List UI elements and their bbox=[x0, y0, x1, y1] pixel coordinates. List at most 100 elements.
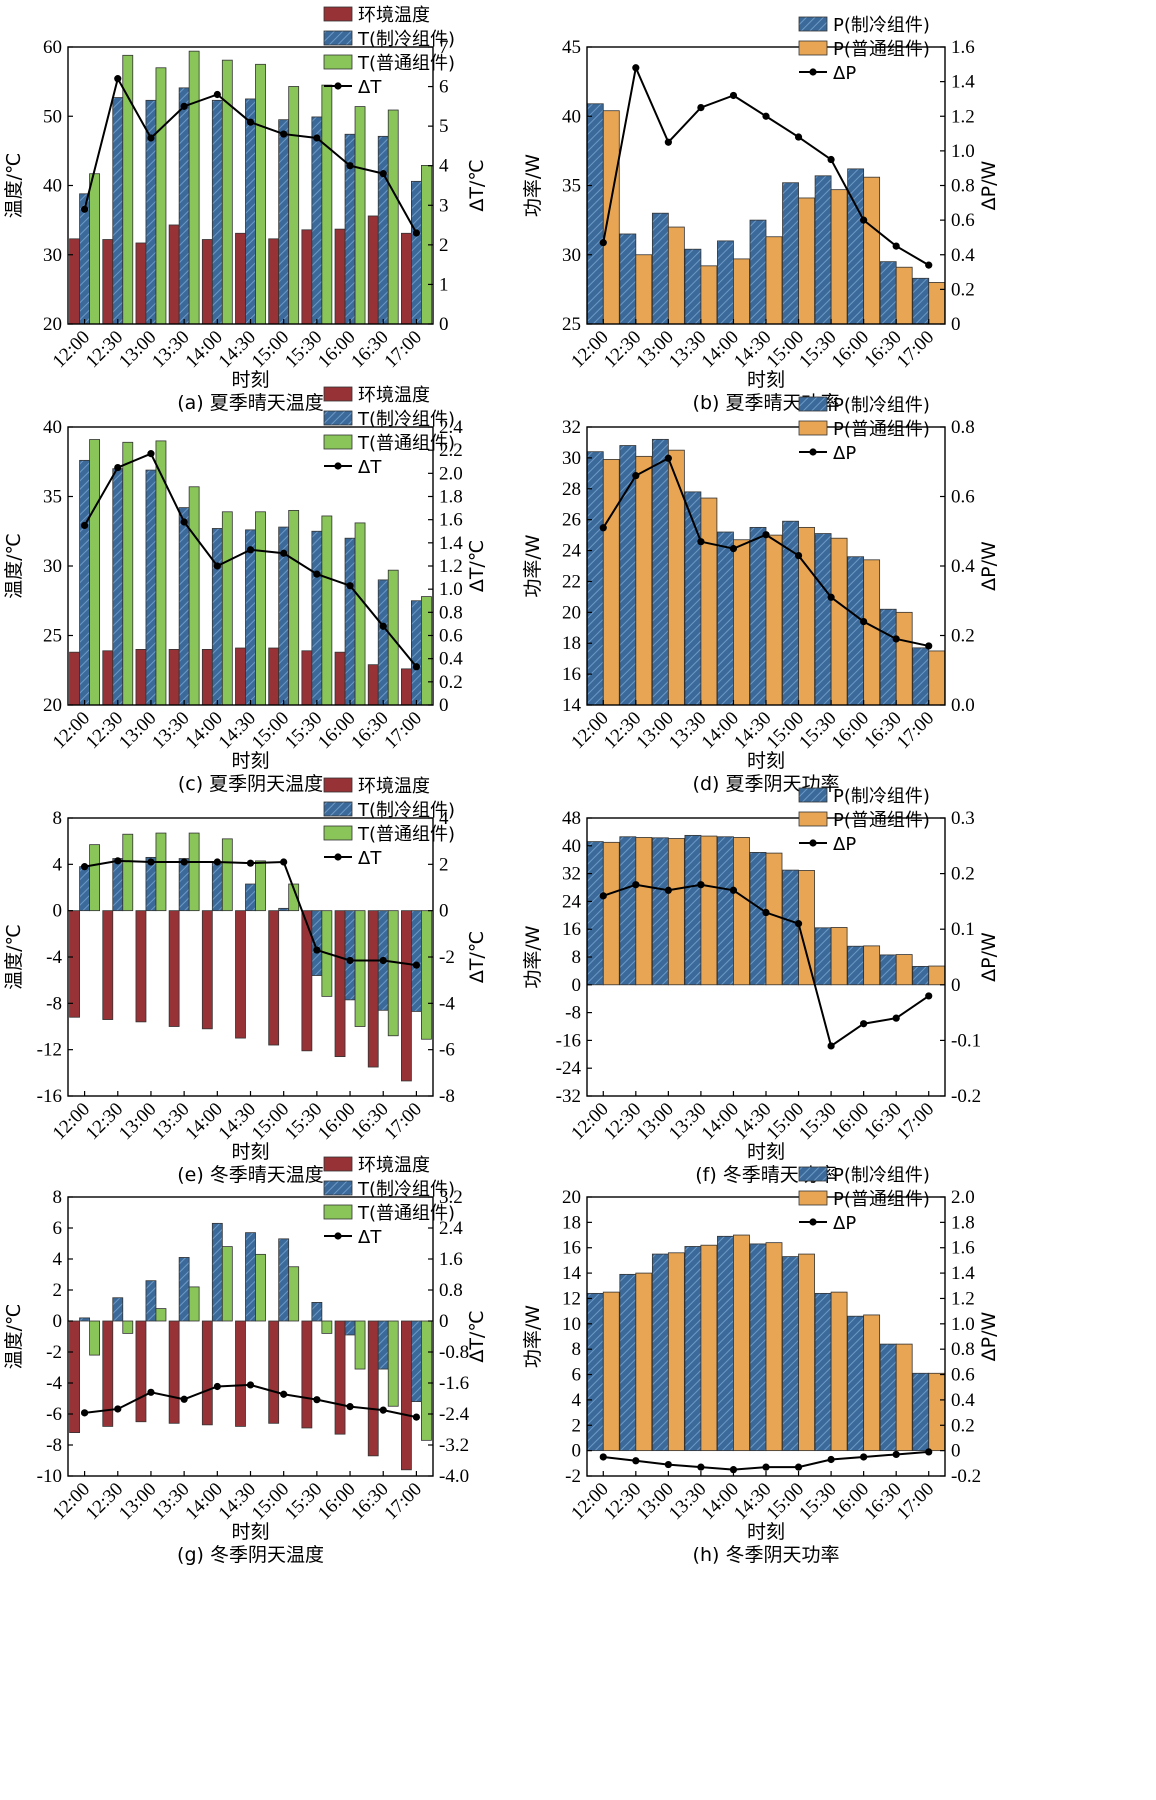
y2tick-label-h-0: -0.2 bbox=[951, 1466, 981, 1487]
bar-b-s1-9 bbox=[895, 266, 913, 325]
ytick-label-a-1: 30 bbox=[43, 245, 62, 266]
y2tick-label-h-7: 1.2 bbox=[951, 1288, 975, 1309]
ytick-label-d-7: 28 bbox=[562, 479, 581, 500]
y2tick-label-b-5: 1.0 bbox=[951, 141, 975, 162]
bar-d-s1-3 bbox=[700, 497, 718, 706]
ytick-label-d-2: 18 bbox=[562, 633, 581, 654]
bar-d-s1-0 bbox=[602, 459, 620, 706]
ytick-label-g-4: -2 bbox=[46, 1342, 62, 1363]
delta-point-c-2 bbox=[147, 450, 155, 458]
ytick-label-h-4: 6 bbox=[572, 1365, 582, 1386]
ylabel-f: 功率/W bbox=[522, 925, 544, 988]
y2tick-label-h-10: 1.8 bbox=[951, 1212, 975, 1233]
ytick-label-f-10: 48 bbox=[562, 808, 581, 829]
bar-g-s2-10 bbox=[421, 1320, 432, 1441]
ytick-label-c-0: 20 bbox=[43, 695, 62, 716]
y2tick-label-h-3: 0.4 bbox=[951, 1390, 975, 1411]
bar-e-s2-4 bbox=[221, 838, 233, 912]
bar-c-s2-5 bbox=[255, 511, 266, 706]
bar-g-s2-5 bbox=[255, 1253, 266, 1322]
bar-a-s2-5 bbox=[255, 63, 266, 325]
y2tick-label-c-11: 2.2 bbox=[439, 440, 463, 461]
ytick-label-f-2: -16 bbox=[556, 1030, 581, 1051]
ytick-label-b-3: 40 bbox=[562, 106, 581, 127]
xtick-label-a-6: 15:00 bbox=[248, 327, 293, 372]
xtick-label-c-3: 13:30 bbox=[148, 708, 193, 753]
bar-g-s2-1 bbox=[122, 1320, 134, 1334]
bar-d-s0-8 bbox=[847, 556, 865, 706]
bar-c-s1-8 bbox=[344, 537, 356, 706]
xlabel-h: 时刻 bbox=[747, 1521, 785, 1543]
bar-g-s0-2 bbox=[135, 1320, 147, 1423]
legend-label-c-t_normal: T(普通组件) bbox=[357, 433, 455, 454]
xtick-label-e-8: 16:00 bbox=[314, 1099, 359, 1144]
xtick-label-b-9: 16:30 bbox=[860, 327, 905, 372]
bar-f-s0-0 bbox=[586, 841, 604, 986]
xlabel-g: 时刻 bbox=[231, 1521, 269, 1543]
y2tick-label-h-6: 1.0 bbox=[951, 1314, 975, 1335]
bar-d-s0-9 bbox=[879, 608, 897, 706]
y2tick-label-e-2: -4 bbox=[439, 993, 455, 1014]
ytick-label-g-5: 0 bbox=[53, 1311, 63, 1332]
ytick-label-e-1: -12 bbox=[37, 1040, 62, 1061]
bar-g-s2-7 bbox=[321, 1320, 333, 1334]
xtick-label-h-2: 13:00 bbox=[632, 1479, 677, 1524]
bar-g-s0-5 bbox=[235, 1320, 246, 1427]
y2tick-label-g-3: -1.6 bbox=[439, 1373, 469, 1394]
ytick-label-f-1: -24 bbox=[556, 1058, 582, 1079]
chart-panel-h: -2 0 2 4 6 8 10 12 14 16 18 20 -0.2 0 0.2 0.4 0.6 0.8 1.0 1… bbox=[522, 1165, 1000, 1566]
y2label-b: ΔP/W bbox=[978, 160, 1000, 210]
bar-g-s0-6 bbox=[268, 1320, 280, 1424]
y2tick-label-d-4: 0.8 bbox=[951, 417, 975, 438]
xtick-label-b-8: 16:00 bbox=[828, 327, 873, 372]
bar-h-s1-4 bbox=[733, 1234, 750, 1452]
bar-d-s1-5 bbox=[765, 534, 783, 706]
bar-c-s1-7 bbox=[311, 530, 323, 706]
bar-a-s1-7 bbox=[311, 116, 323, 325]
ytick-label-f-9: 40 bbox=[562, 836, 581, 857]
xtick-label-b-1: 12:30 bbox=[600, 327, 645, 372]
y2tick-label-c-0: 0 bbox=[439, 695, 449, 716]
legend-swatch-d-p_normal bbox=[798, 420, 828, 436]
bar-c-s2-1 bbox=[122, 441, 134, 706]
bar-g-s2-3 bbox=[188, 1286, 200, 1322]
legend-swatch-c-t_cooled bbox=[323, 410, 353, 426]
bar-a-s1-9 bbox=[377, 135, 389, 325]
delta-point-e-8 bbox=[346, 956, 354, 965]
legend-label-d-delta: ΔP bbox=[833, 443, 856, 464]
bar-b-s0-1 bbox=[619, 233, 637, 325]
bar-g-s0-9 bbox=[367, 1320, 379, 1457]
xtick-label-d-2: 13:00 bbox=[632, 708, 677, 753]
xtick-label-d-4: 14:00 bbox=[698, 708, 743, 753]
y2tick-label-b-0: 0 bbox=[951, 314, 961, 335]
bar-g-s2-9 bbox=[387, 1320, 399, 1407]
delta-point-c-6 bbox=[280, 549, 288, 557]
y2tick-label-c-12: 2.4 bbox=[439, 417, 463, 438]
bar-h-s0-1 bbox=[619, 1273, 637, 1452]
ytick-label-b-0: 25 bbox=[562, 314, 581, 335]
delta-point-e-1 bbox=[114, 857, 122, 865]
delta-point-h-8 bbox=[860, 1453, 868, 1461]
delta-point-f-0 bbox=[599, 892, 607, 900]
ytick-label-e-5: 4 bbox=[53, 854, 63, 875]
bar-e-s2-1 bbox=[122, 833, 134, 912]
xtick-label-e-4: 14:00 bbox=[181, 1099, 226, 1144]
xtick-label-d-1: 12:30 bbox=[600, 708, 645, 753]
xtick-label-c-4: 14:00 bbox=[181, 708, 226, 753]
bar-d-s0-6 bbox=[782, 520, 799, 706]
ytick-label-d-9: 32 bbox=[562, 417, 581, 438]
ytick-label-e-4: 0 bbox=[53, 901, 63, 922]
ytick-label-g-9: 8 bbox=[53, 1187, 63, 1208]
bar-d-s1-8 bbox=[863, 559, 881, 706]
y2tick-label-c-5: 1.0 bbox=[439, 579, 463, 600]
xtick-label-d-10: 17:00 bbox=[893, 708, 938, 753]
ylabel-c: 温度/℃ bbox=[3, 533, 25, 599]
legend-marker-b bbox=[809, 68, 817, 76]
y2tick-label-e-3: -2 bbox=[439, 947, 455, 968]
xtick-label-h-1: 12:30 bbox=[600, 1479, 645, 1524]
bar-a-s0-5 bbox=[235, 232, 246, 325]
xtick-label-d-5: 14:30 bbox=[730, 708, 775, 753]
y2tick-label-c-2: 0.4 bbox=[439, 649, 463, 670]
bar-g-s1-2 bbox=[145, 1280, 157, 1322]
xtick-label-b-3: 13:30 bbox=[665, 327, 710, 372]
